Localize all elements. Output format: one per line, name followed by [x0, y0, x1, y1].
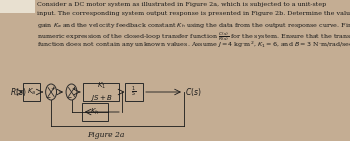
- Text: $C(s)$: $C(s)$: [185, 86, 202, 98]
- Text: −: −: [46, 94, 51, 99]
- Bar: [23, 83, 40, 101]
- Bar: [83, 83, 119, 101]
- Bar: [82, 103, 107, 121]
- Text: gain $K_a$ and the velocity feedback constant $K_h$ using the data from the outp: gain $K_a$ and the velocity feedback con…: [37, 21, 350, 30]
- Text: +: +: [71, 85, 76, 91]
- Text: −: −: [66, 94, 71, 99]
- Text: numeric expression of the closed-loop transfer function $\frac{C(s)}{R(s)}$ for : numeric expression of the closed-loop tr…: [37, 30, 350, 42]
- Text: $K_1$
$JS + B$: $K_1$ $JS + B$: [90, 81, 112, 103]
- Circle shape: [66, 84, 77, 100]
- Bar: [0, 0, 35, 13]
- Text: Figure 2a: Figure 2a: [87, 131, 124, 139]
- Text: function does not contain any unknown values. Assume $J = 4$ kg$\cdot$m$^2$, $K_: function does not contain any unknown va…: [37, 40, 350, 50]
- Text: $K_h$: $K_h$: [90, 107, 99, 117]
- Bar: [125, 83, 143, 101]
- Text: input. The corresponding system output response is presented in Figure 2b. Deter: input. The corresponding system output r…: [37, 12, 350, 16]
- Text: +: +: [51, 85, 55, 91]
- Text: $K_a$: $K_a$: [27, 87, 36, 97]
- Text: $R(s)$: $R(s)$: [9, 86, 26, 98]
- Circle shape: [46, 84, 57, 100]
- Text: Consider a DC motor system as illustrated in Figure 2a, which is subjected to a : Consider a DC motor system as illustrate…: [37, 2, 326, 7]
- Text: $\frac{1}{S}$: $\frac{1}{S}$: [131, 85, 136, 99]
